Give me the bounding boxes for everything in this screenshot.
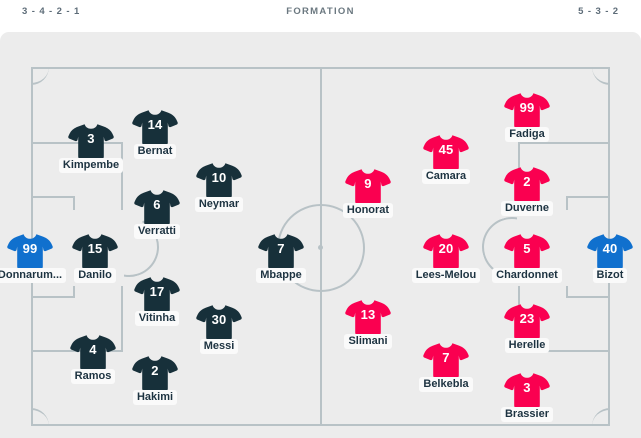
jersey-icon: 7: [258, 232, 304, 270]
player-name: Brassier: [500, 407, 554, 422]
jersey-icon: 45: [423, 133, 469, 171]
player-fadiga[interactable]: 99 Fadiga: [484, 91, 570, 147]
player-hakimi[interactable]: 2 Hakimi: [112, 354, 198, 410]
player-name: Honorat: [342, 203, 394, 218]
corner-arc-top-left: [31, 67, 49, 85]
home-formation-label: 3 - 4 - 2 - 1: [22, 6, 81, 17]
player-herelle[interactable]: 23 Herelle: [484, 302, 570, 358]
player-name: Chardonnet: [492, 268, 562, 283]
jersey-icon: 40: [587, 232, 633, 270]
pitch: 99 Donnarum... 3 Kimpembe 15 Danilo 4 Ramos 14 Be…: [0, 32, 641, 438]
player-name: Messi: [199, 339, 239, 354]
formation-title: FORMATION: [286, 6, 355, 17]
player-camara[interactable]: 45 Camara: [403, 133, 489, 189]
player-neymar[interactable]: 10 Neymar: [176, 161, 262, 217]
corner-arc-top-right: [592, 67, 610, 85]
jersey-icon: 20: [423, 232, 469, 270]
player-name: Neymar: [194, 197, 244, 212]
player-name: Kimpembe: [58, 158, 124, 173]
player-name: Vitinha: [134, 311, 180, 326]
jersey-icon: 14: [132, 108, 178, 146]
jersey-icon: 30: [196, 303, 242, 341]
jersey-icon: 17: [134, 275, 180, 313]
jersey-icon: 9: [345, 167, 391, 205]
player-bizot[interactable]: 40 Bizot: [567, 232, 641, 288]
player-messi[interactable]: 30 Messi: [176, 303, 262, 359]
player-lees-melou[interactable]: 20 Lees-Melou: [403, 232, 489, 288]
jersey-icon: 4: [70, 333, 116, 371]
player-name: Danilo: [74, 268, 116, 283]
jersey-icon: 23: [504, 302, 550, 340]
jersey-icon: 5: [504, 232, 550, 270]
jersey-icon: 2: [504, 165, 550, 203]
player-name: Ramos: [70, 369, 116, 384]
jersey-icon: 10: [196, 161, 242, 199]
player-brassier[interactable]: 3 Brassier: [484, 371, 570, 427]
formation-header: 3 - 4 - 2 - 1 FORMATION 5 - 3 - 2: [0, 0, 641, 26]
player-slimani[interactable]: 13 Slimani: [325, 298, 411, 354]
player-name: Lees-Melou: [411, 268, 481, 283]
player-name: Bizot: [592, 268, 628, 283]
player-name: Duverne: [500, 201, 554, 216]
corner-arc-bottom-left: [31, 408, 49, 426]
player-honorat[interactable]: 9 Honorat: [325, 167, 411, 223]
away-formation-label: 5 - 3 - 2: [578, 6, 619, 17]
player-chardonnet[interactable]: 5 Chardonnet: [484, 232, 570, 288]
player-name: Verratti: [134, 224, 180, 239]
player-vitinha[interactable]: 17 Vitinha: [114, 275, 200, 331]
player-name: Donnarum...: [0, 268, 67, 283]
jersey-icon: 2: [132, 354, 178, 392]
jersey-icon: 7: [423, 341, 469, 379]
player-name: Belkebla: [419, 377, 473, 392]
player-name: Herelle: [504, 338, 550, 353]
jersey-icon: 13: [345, 298, 391, 336]
player-ramos[interactable]: 4 Ramos: [50, 333, 136, 389]
player-name: Hakimi: [132, 390, 178, 405]
player-name: Fadiga: [505, 127, 549, 142]
jersey-icon: 6: [134, 188, 180, 226]
player-belkebla[interactable]: 7 Belkebla: [403, 341, 489, 397]
jersey-icon: 15: [72, 232, 118, 270]
jersey-icon: 99: [504, 91, 550, 129]
center-spot: [318, 245, 323, 250]
player-duverne[interactable]: 2 Duverne: [484, 165, 570, 221]
player-name: Bernat: [133, 144, 177, 159]
jersey-icon: 99: [7, 232, 53, 270]
corner-arc-bottom-right: [592, 408, 610, 426]
player-mbappe[interactable]: 7 Mbappe: [238, 232, 324, 288]
jersey-icon: 3: [504, 371, 550, 409]
jersey-icon: 3: [68, 122, 114, 160]
player-bernat[interactable]: 14 Bernat: [112, 108, 198, 164]
player-name: Mbappe: [256, 268, 306, 283]
player-name: Camara: [421, 169, 471, 184]
player-name: Slimani: [344, 334, 392, 349]
